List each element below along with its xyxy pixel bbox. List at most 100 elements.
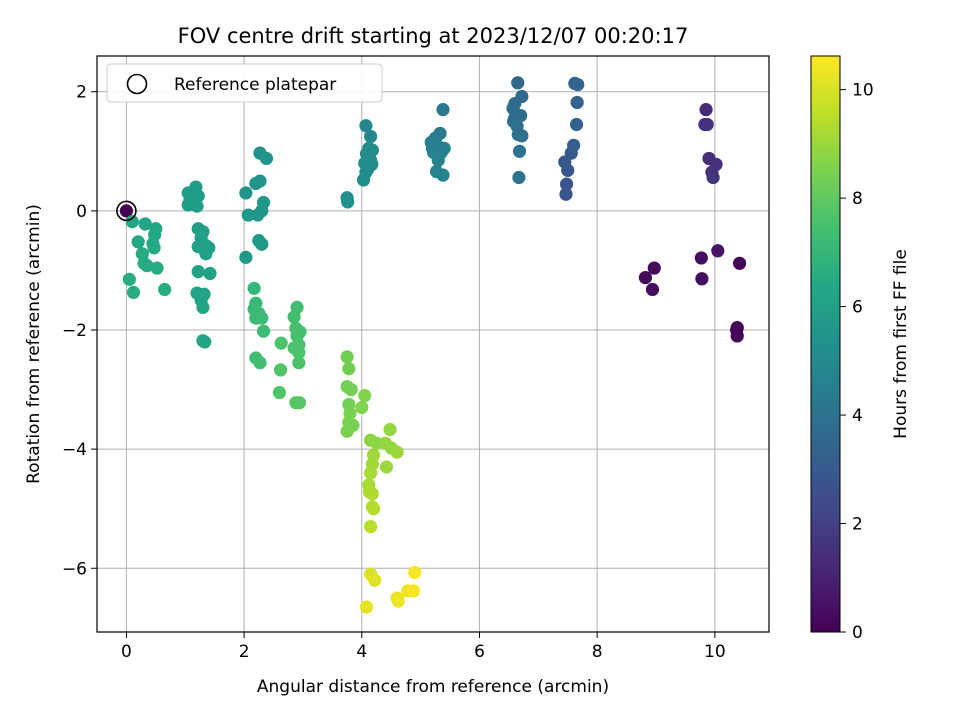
data-point bbox=[431, 153, 445, 167]
data-point bbox=[158, 282, 172, 297]
data-point bbox=[512, 170, 526, 185]
data-point bbox=[342, 362, 356, 376]
data-point bbox=[700, 117, 714, 132]
data-point bbox=[433, 126, 447, 141]
colorbar-tick-label: 4 bbox=[852, 406, 863, 426]
y-axis-label: Rotation from reference (arcmin) bbox=[24, 204, 44, 484]
data-point bbox=[147, 241, 161, 255]
data-point bbox=[251, 208, 265, 222]
colorbar-tick-label: 10 bbox=[852, 81, 874, 101]
data-point bbox=[341, 195, 355, 209]
colorbar-ticks: 0 2 4 6 8 10 bbox=[840, 81, 874, 643]
data-point bbox=[368, 573, 382, 587]
data-point bbox=[512, 144, 527, 158]
x-axis-ticks: 0 2 4 6 8 10 bbox=[121, 632, 726, 662]
reference-platepar-marker bbox=[116, 200, 137, 222]
data-point bbox=[196, 300, 210, 314]
data-point bbox=[730, 323, 744, 337]
data-point bbox=[364, 466, 378, 480]
data-point bbox=[711, 244, 725, 258]
data-point bbox=[272, 385, 287, 400]
data-point bbox=[379, 460, 394, 474]
data-point bbox=[569, 117, 584, 132]
data-points bbox=[119, 76, 747, 614]
data-point bbox=[256, 324, 271, 338]
data-point bbox=[253, 356, 267, 370]
data-point bbox=[126, 285, 141, 300]
data-point bbox=[122, 272, 136, 286]
data-point bbox=[181, 198, 195, 212]
data-point bbox=[356, 173, 371, 187]
data-point bbox=[364, 519, 378, 534]
data-point bbox=[255, 311, 269, 325]
x-tick-label: 10 bbox=[704, 642, 726, 662]
data-point bbox=[515, 129, 529, 143]
data-point bbox=[437, 141, 451, 155]
chart-title: FOV centre drift starting at 2023/12/07 … bbox=[178, 24, 689, 48]
data-point bbox=[358, 388, 372, 403]
data-point bbox=[436, 168, 450, 182]
colorbar-label: Hours from first FF file bbox=[891, 249, 911, 439]
data-point bbox=[344, 382, 358, 397]
x-axis-label: Angular distance from reference (arcmin) bbox=[257, 677, 609, 697]
data-point bbox=[390, 445, 404, 459]
data-point bbox=[198, 335, 212, 349]
data-point bbox=[364, 129, 378, 144]
data-point bbox=[511, 76, 525, 90]
data-point bbox=[359, 119, 373, 133]
data-point bbox=[239, 186, 253, 200]
data-point bbox=[570, 95, 584, 110]
data-point bbox=[292, 396, 307, 410]
data-point bbox=[273, 363, 288, 377]
data-point bbox=[406, 584, 421, 598]
data-point bbox=[274, 336, 288, 350]
data-point bbox=[247, 281, 261, 295]
data-point bbox=[340, 350, 354, 364]
data-point bbox=[647, 261, 661, 275]
data-point bbox=[571, 77, 585, 92]
x-tick-label: 4 bbox=[356, 642, 367, 662]
data-point bbox=[514, 108, 528, 123]
data-point bbox=[150, 261, 164, 275]
y-axis-ticks: −6 −4 −2 0 2 bbox=[62, 83, 97, 579]
data-point bbox=[366, 502, 381, 516]
x-tick-label: 8 bbox=[592, 642, 603, 662]
data-point bbox=[645, 282, 660, 297]
data-point bbox=[638, 270, 653, 285]
legend-reference-marker bbox=[126, 73, 148, 95]
data-point bbox=[355, 400, 369, 415]
y-tick-label: −2 bbox=[62, 321, 87, 341]
data-point bbox=[732, 256, 747, 270]
data-point bbox=[699, 103, 713, 117]
data-point bbox=[249, 176, 263, 191]
data-point bbox=[364, 153, 378, 167]
x-tick-label: 2 bbox=[239, 642, 250, 662]
data-point bbox=[567, 138, 581, 152]
data-point bbox=[287, 310, 301, 324]
legend-box bbox=[106, 63, 383, 103]
data-point bbox=[292, 346, 306, 360]
legend: Reference platepar bbox=[106, 63, 383, 103]
data-point bbox=[559, 187, 573, 201]
plot-area-frame bbox=[96, 55, 770, 633]
data-point bbox=[199, 247, 213, 261]
data-point bbox=[365, 487, 379, 501]
colorbar-tick-label: 0 bbox=[852, 623, 863, 643]
data-point bbox=[239, 250, 253, 264]
colorbar-tick-label: 2 bbox=[852, 515, 863, 535]
data-point bbox=[706, 170, 720, 185]
data-point bbox=[138, 217, 152, 231]
data-point bbox=[259, 151, 274, 166]
data-point bbox=[125, 214, 139, 229]
reference-marker bbox=[116, 200, 137, 222]
data-point bbox=[694, 251, 708, 265]
data-point bbox=[425, 141, 440, 155]
data-point bbox=[340, 424, 354, 438]
colorbar-tick-label: 8 bbox=[852, 189, 863, 209]
x-tick-label: 6 bbox=[474, 642, 485, 662]
x-tick-label: 0 bbox=[121, 642, 132, 662]
y-tick-label: −4 bbox=[62, 440, 87, 460]
data-point bbox=[131, 235, 145, 249]
data-point bbox=[695, 272, 709, 286]
data-point bbox=[119, 204, 134, 218]
